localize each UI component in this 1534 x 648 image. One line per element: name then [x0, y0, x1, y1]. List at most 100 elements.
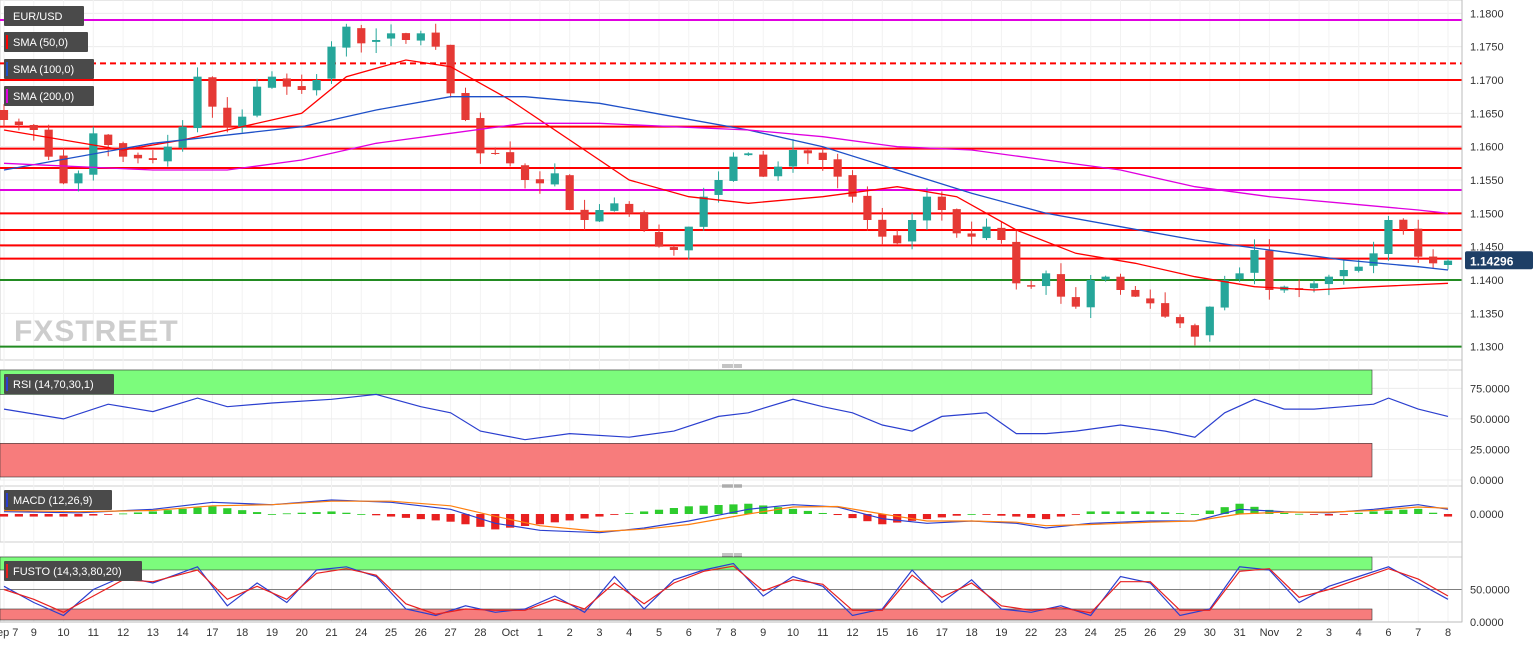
candle-body: [863, 195, 872, 220]
macd-histogram-bar: [907, 514, 917, 521]
macd-histogram-bar: [1443, 514, 1453, 517]
legend-rsi-marker: [6, 377, 8, 391]
macd-histogram-bar: [342, 512, 351, 514]
candle-body: [1041, 273, 1051, 287]
macd-histogram-bar: [580, 514, 589, 519]
candle-body: [357, 28, 366, 44]
fusto-oversold-zone: [0, 608, 1373, 621]
x-axis-label: 23: [1055, 627, 1067, 639]
macd-histogram-bar: [595, 514, 604, 517]
x-axis-label: 17: [206, 627, 218, 639]
rsi-y-tick: 75.0000: [1470, 383, 1510, 395]
x-axis-label: 2: [567, 627, 573, 639]
macd-histogram-bar: [1101, 511, 1110, 514]
legend-sma100-box[interactable]: [4, 59, 94, 79]
legend-macd-box[interactable]: [4, 490, 112, 510]
macd-histogram-bar: [1131, 511, 1140, 514]
x-axis-label: Oct: [502, 627, 519, 639]
x-axis-label: 6: [1385, 627, 1391, 639]
macd-histogram-bar: [818, 512, 827, 514]
candle-body: [625, 203, 634, 214]
candle-body: [1414, 228, 1423, 257]
candle-body: [997, 227, 1006, 240]
legend-sma100-label: SMA (100,0): [13, 64, 74, 76]
candle-body: [59, 155, 68, 184]
legend-rsi-box[interactable]: [4, 374, 114, 394]
candle-body: [506, 152, 515, 164]
macd-histogram-bar: [1324, 514, 1334, 516]
x-axis-label: 14: [177, 627, 189, 639]
candle-body: [1399, 219, 1408, 230]
legend-sma50-box[interactable]: [4, 32, 88, 52]
macd-histogram-bar: [1280, 512, 1289, 514]
macd-histogram-bar: [1205, 510, 1214, 514]
x-axis-label: 8: [1445, 627, 1451, 639]
x-axis-label: 3: [1326, 627, 1332, 639]
candle-body: [803, 150, 812, 154]
legend-pair-box[interactable]: [4, 6, 84, 26]
x-axis-label: 28: [474, 627, 486, 639]
x-axis-label: 20: [296, 627, 308, 639]
macd-histogram-bar: [565, 514, 574, 521]
macd-histogram-bar: [982, 514, 991, 515]
sma-line: [3, 59, 1449, 291]
x-axis-label: 21: [325, 627, 337, 639]
x-axis-label: 15: [876, 627, 888, 639]
macd-histogram-bar: [640, 511, 649, 514]
last-price-tag: [1465, 251, 1533, 270]
main-y-tick: 1.1650: [1470, 108, 1504, 120]
macd-histogram-bar: [89, 514, 98, 516]
macd-histogram-bar: [654, 509, 664, 514]
x-axis-label: 10: [787, 627, 799, 639]
candle-body: [252, 86, 262, 116]
macd-histogram-bar: [684, 506, 693, 514]
candle-body: [1101, 276, 1110, 280]
legend-fusto-box[interactable]: [4, 561, 142, 581]
candle-body: [714, 180, 723, 195]
macd-histogram-bar: [208, 506, 217, 514]
macd-histogram-bar: [357, 514, 366, 515]
x-axis-label: 9: [31, 627, 37, 639]
x-axis-label: 18: [236, 627, 248, 639]
rsi-overbought-zone: [0, 369, 1373, 395]
candle-body: [1146, 298, 1155, 304]
legend-sma200-label: SMA (200,0): [13, 91, 74, 103]
macd-histogram-bar: [1369, 511, 1378, 514]
legend-sma200-box[interactable]: [4, 86, 94, 106]
macd-histogram-bar: [714, 505, 723, 514]
candle-body: [327, 46, 336, 79]
macd-histogram-bar: [1384, 510, 1393, 514]
x-axis-label: 19: [266, 627, 278, 639]
macd-histogram-bar: [416, 514, 425, 520]
macd-histogram-bar: [44, 514, 53, 517]
candle-body: [907, 220, 917, 242]
macd-histogram-bar: [937, 514, 946, 518]
x-axis-label: 10: [57, 627, 69, 639]
x-axis-label: 11: [817, 627, 828, 639]
candle-body: [1161, 303, 1170, 317]
macd-histogram-bar: [550, 514, 559, 523]
x-axis-label: 24: [355, 627, 367, 639]
candle-body: [208, 77, 217, 107]
candle-body: [133, 154, 143, 159]
candle-body: [1235, 273, 1244, 280]
x-axis-label: 9: [760, 627, 766, 639]
x-axis-label: 17: [936, 627, 948, 639]
candle-body: [520, 165, 530, 180]
candle-body: [937, 196, 946, 210]
macd-histogram-bar: [729, 504, 738, 514]
x-axis-label: 2: [1296, 627, 1302, 639]
macd-histogram-bar: [535, 514, 545, 525]
main-y-tick: 1.1800: [1470, 8, 1504, 20]
last-price-label: 1.14296: [1470, 254, 1514, 268]
x-axis-label: 25: [1114, 627, 1126, 639]
macd-histogram-bar: [372, 514, 381, 516]
candle-body: [401, 33, 411, 40]
candle-body: [1116, 276, 1125, 290]
macd-histogram-bar: [118, 513, 128, 515]
macd-histogram-bar: [29, 514, 38, 517]
x-axis-label: 12: [846, 627, 858, 639]
rsi-oversold-zone: [0, 443, 1373, 478]
x-axis-label: 19: [995, 627, 1007, 639]
